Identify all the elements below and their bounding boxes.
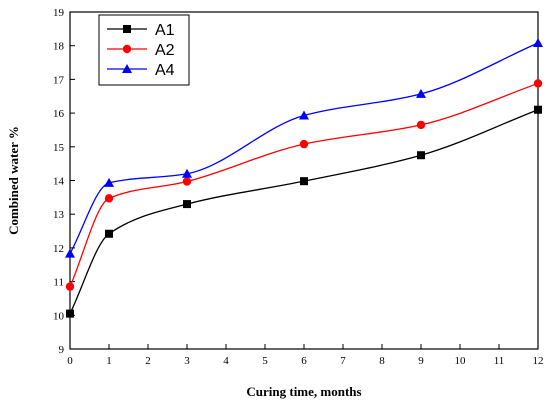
- data-point-a4: [65, 248, 75, 258]
- y-tick-label: 16: [53, 108, 65, 120]
- data-point-a2: [104, 194, 114, 203]
- series-line-a2: [69, 82, 539, 287]
- y-tick-label: 15: [53, 142, 65, 154]
- y-tick-label: 12: [53, 243, 64, 255]
- y-tick-label: 14: [53, 176, 65, 188]
- x-tick-label: 12: [533, 355, 544, 367]
- x-tick-label: 11: [494, 355, 505, 367]
- data-point-a2: [533, 79, 543, 88]
- data-point-a4: [104, 177, 114, 187]
- data-point-a1: [66, 309, 74, 318]
- legend-label-a4: A4: [155, 62, 175, 79]
- x-tick-label: 5: [262, 355, 268, 367]
- y-tick-label: 13: [53, 209, 65, 221]
- series-layer: [65, 38, 543, 318]
- legend-box: [98, 14, 190, 86]
- legend-item-a4: A4: [107, 62, 175, 79]
- data-point-a1: [534, 105, 542, 114]
- x-tick-label: 9: [418, 355, 424, 367]
- legend-label-a2: A2: [155, 42, 175, 59]
- y-tick-label: 11: [53, 277, 64, 289]
- data-point-a4: [182, 168, 192, 178]
- data-point-a1: [417, 151, 425, 160]
- series-a1: [66, 105, 542, 318]
- data-point-a4: [416, 88, 426, 98]
- y-tick-label: 19: [53, 7, 65, 19]
- x-axis-label: Curing time, months: [246, 384, 361, 399]
- y-axis-label: Combined water %: [6, 126, 21, 235]
- legend-marker-a1: [123, 25, 131, 33]
- data-point-a1: [300, 177, 308, 186]
- legend-label-a1: A1: [155, 22, 175, 39]
- x-tick-label: 1: [106, 355, 112, 367]
- data-point-a4: [533, 38, 543, 48]
- legend-item-a2: A2: [107, 42, 175, 59]
- x-tick-label: 6: [301, 355, 307, 367]
- data-point-a2: [65, 282, 75, 291]
- data-point-a4: [299, 110, 309, 120]
- data-point-a2: [416, 120, 426, 130]
- y-tick-label: 18: [53, 41, 65, 53]
- y-tick-label: 9: [59, 344, 65, 356]
- x-tick-label: 0: [67, 355, 73, 367]
- y-tick-label: 10: [53, 310, 65, 322]
- x-tick-label: 2: [145, 355, 151, 367]
- legend-item-a1: A1: [107, 22, 175, 39]
- x-tick-label: 7: [340, 355, 346, 367]
- y-tick-label: 17: [53, 74, 65, 86]
- data-point-a2: [182, 177, 192, 186]
- series-a2: [65, 79, 543, 291]
- legend-marker-a2: [122, 44, 132, 54]
- data-point-a2: [299, 139, 309, 149]
- legend-marker-a4: [122, 64, 132, 73]
- data-point-a1: [183, 200, 191, 209]
- x-tick-label: 3: [184, 355, 190, 367]
- legend: A1 A2 A4: [98, 14, 190, 86]
- data-point-a1: [105, 229, 113, 238]
- x-tick-label: 10: [455, 355, 467, 367]
- x-tick-label: 4: [223, 355, 229, 367]
- series-a4: [65, 38, 543, 258]
- x-tick-label: 8: [379, 355, 385, 367]
